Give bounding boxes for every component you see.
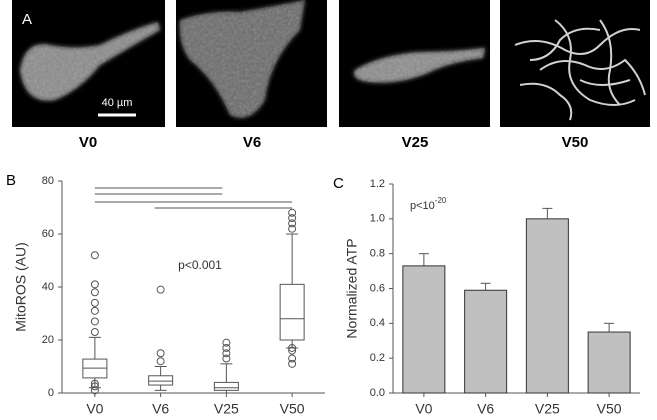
outlier: [90, 306, 99, 315]
bar: [587, 331, 631, 394]
outlier: [156, 349, 165, 358]
micrograph: [500, 0, 650, 127]
panel-label: A: [22, 11, 32, 28]
box: [279, 283, 305, 341]
x-tick-label: V0: [86, 401, 103, 417]
bar: [525, 218, 569, 394]
bar: [402, 265, 446, 394]
y-tick-label: 20: [42, 334, 54, 346]
y-axis-label: Normalized ATP: [344, 238, 360, 338]
outlier: [288, 214, 297, 223]
outlier: [90, 379, 99, 388]
y-tick-label: 0.8: [370, 248, 385, 260]
outlier: [222, 343, 231, 352]
outlier: [90, 298, 99, 307]
panel-label: C: [333, 175, 344, 192]
y-tick-label: 1.2: [370, 178, 385, 190]
panel-label: B: [6, 172, 16, 189]
outlier: [288, 346, 297, 355]
y-tick-label: 0.6: [370, 282, 385, 294]
x-tick-label: V0: [415, 401, 432, 417]
outlier: [90, 328, 99, 337]
y-tick-label: 0.2: [370, 352, 385, 364]
outlier: [222, 354, 231, 363]
y-axis-label: MitoROS (AU): [13, 242, 29, 331]
outlier: [156, 357, 165, 366]
micrograph: [176, 0, 327, 127]
scale-bar-label: 40 µm: [102, 97, 133, 109]
outlier: [90, 280, 99, 289]
box: [213, 381, 239, 391]
y-tick-label: 80: [42, 175, 54, 187]
x-tick-label: V50: [597, 401, 622, 417]
outlier: [288, 208, 297, 217]
outlier: [288, 354, 297, 363]
y-tick-label: 60: [42, 228, 54, 240]
y-tick-label: 0.4: [370, 317, 385, 329]
image-label: V25: [402, 134, 429, 151]
outlier: [90, 382, 99, 391]
outlier: [90, 251, 99, 260]
outlier: [288, 224, 297, 233]
x-tick-label: V6: [477, 401, 494, 417]
annotation-base: p<10: [410, 200, 435, 212]
outlier: [288, 219, 297, 228]
x-tick-label: V6: [152, 401, 169, 417]
y-tick-label: 0: [48, 387, 54, 399]
image-label: V6: [243, 134, 261, 151]
micrograph: [339, 0, 490, 127]
x-tick-label: V25: [535, 401, 560, 417]
outlier: [156, 285, 165, 294]
outlier: [222, 338, 231, 347]
annotation-exponent: -20: [435, 196, 447, 205]
x-tick-label: V25: [214, 401, 239, 417]
annotation: p<10-20: [410, 196, 447, 212]
image-label: V0: [79, 134, 97, 151]
outlier: [90, 288, 99, 297]
outlier: [288, 343, 297, 352]
micrograph: [12, 0, 165, 127]
outlier: [90, 317, 99, 326]
outlier: [288, 359, 297, 368]
y-tick-label: 1.0: [370, 213, 385, 225]
annotation: p<0.001: [178, 258, 222, 272]
outlier: [222, 349, 231, 358]
x-tick-label: V50: [280, 401, 305, 417]
y-tick-label: 0.0: [370, 387, 385, 399]
y-tick-label: 40: [42, 281, 54, 293]
image-label: V50: [562, 134, 589, 151]
bar: [464, 289, 508, 394]
box: [148, 375, 174, 386]
